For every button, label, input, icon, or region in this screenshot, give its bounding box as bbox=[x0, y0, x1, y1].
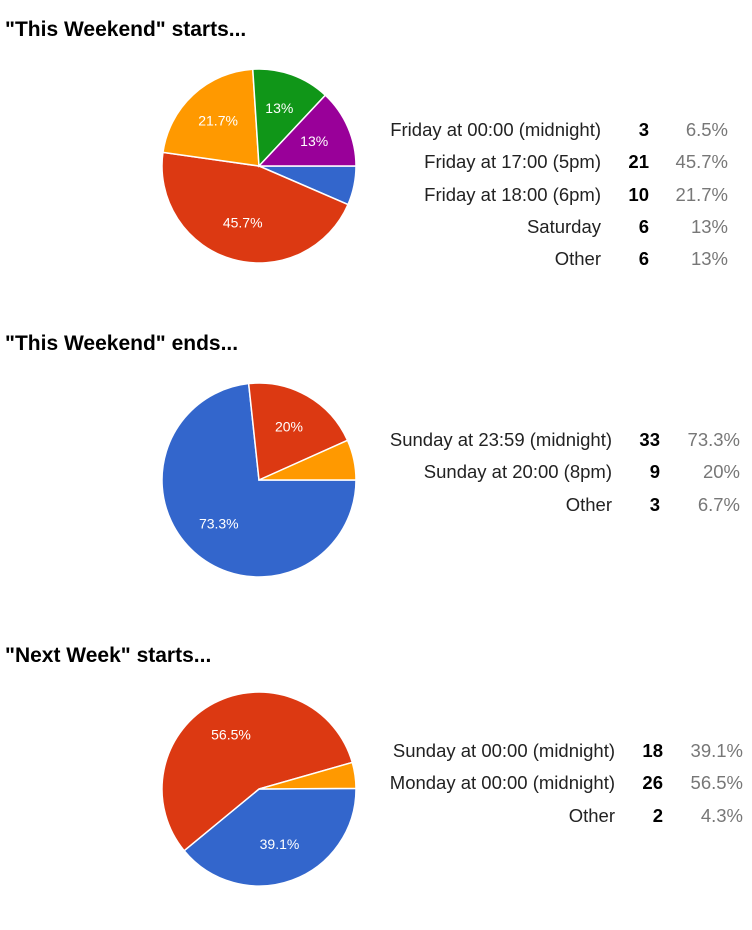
chart-section-weekend-ends: "This Weekend" ends... 73.3% 20% Sunday a… bbox=[0, 332, 752, 632]
pie-slice bbox=[183, 787, 357, 887]
legend-label: Friday at 18:00 (6pm) bbox=[424, 183, 601, 205]
legend-percent: 21.7% bbox=[675, 183, 728, 205]
pie-slice bbox=[247, 382, 349, 482]
legend-row: Monday at 00:00 (midnight) 26 56.5% bbox=[0, 767, 752, 799]
pie-slice bbox=[161, 691, 354, 852]
legend-percent: 6.5% bbox=[685, 119, 728, 140]
slice-percent-label: 45.7% bbox=[223, 215, 263, 231]
legend-count: 6 bbox=[638, 215, 649, 237]
legend-count: 9 bbox=[649, 461, 660, 483]
legend-row: Other 2 4.3% bbox=[0, 800, 752, 832]
legend-label: Other bbox=[568, 804, 615, 826]
legend-count: 3 bbox=[638, 119, 649, 140]
slice-percent-label: 21.7% bbox=[198, 113, 238, 129]
legend-percent: 4.3% bbox=[700, 804, 743, 826]
legend-percent: 39.1% bbox=[690, 740, 743, 761]
chart-section-next-week-starts: "Next Week" starts... 39.1% 56.5% Sunday … bbox=[0, 644, 752, 930]
legend-count: 10 bbox=[628, 183, 649, 205]
legend-label: Friday at 17:00 (5pm) bbox=[424, 151, 601, 173]
legend-label: Other bbox=[554, 248, 601, 270]
legend-row: Sunday at 23:59 (midnight) 33 73.3% bbox=[0, 424, 752, 456]
pie-slice bbox=[251, 68, 327, 168]
legend-count: 3 bbox=[649, 493, 660, 515]
legend-row: Sunday at 00:00 (midnight) 18 39.1% bbox=[0, 735, 752, 767]
legend-count: 21 bbox=[628, 151, 649, 173]
legend-percent: 13% bbox=[690, 215, 728, 237]
legend-label: Friday at 00:00 (midnight) bbox=[390, 119, 601, 140]
legend-percent: 73.3% bbox=[687, 429, 740, 450]
legend-percent: 13% bbox=[690, 248, 728, 270]
legend-label: Sunday at 20:00 (8pm) bbox=[423, 461, 612, 483]
legend-row: Friday at 00:00 (midnight) 3 6.5% bbox=[0, 114, 752, 146]
pie-chart: 73.3% 20% bbox=[161, 382, 357, 578]
legend-percent: 6.7% bbox=[697, 493, 740, 515]
legend-label: Sunday at 23:59 (midnight) bbox=[389, 429, 612, 450]
pie-slice bbox=[258, 439, 357, 481]
chart-title: "This Weekend" starts... bbox=[5, 18, 247, 41]
legend-count: 2 bbox=[652, 804, 663, 826]
legend-percent: 20% bbox=[702, 461, 740, 483]
legend-row: Saturday 6 13% bbox=[0, 211, 752, 243]
legend-label: Sunday at 00:00 (midnight) bbox=[392, 740, 615, 761]
legend-row: Other 6 13% bbox=[0, 243, 752, 275]
chart-title: "Next Week" starts... bbox=[5, 644, 212, 667]
slice-percent-label: 39.1% bbox=[260, 836, 300, 852]
pie-slice bbox=[162, 68, 260, 167]
legend-label: Monday at 00:00 (midnight) bbox=[389, 772, 615, 794]
legend-count: 26 bbox=[642, 772, 663, 794]
slice-percent-label: 73.3% bbox=[199, 515, 239, 531]
legend-count: 18 bbox=[642, 740, 663, 761]
slice-percent-label: 56.5% bbox=[211, 727, 251, 743]
pie-slice bbox=[258, 761, 357, 790]
legend-percent: 45.7% bbox=[675, 151, 728, 173]
legend-label: Saturday bbox=[526, 215, 601, 237]
legend-row: Friday at 18:00 (6pm) 10 21.7% bbox=[0, 179, 752, 211]
legend-row: Friday at 17:00 (5pm) 21 45.7% bbox=[0, 146, 752, 178]
legend-label: Other bbox=[565, 493, 612, 515]
legend-percent: 56.5% bbox=[690, 772, 743, 794]
pie-slice bbox=[257, 94, 357, 167]
pie-slice bbox=[161, 151, 349, 264]
pie-chart: 45.7% 21.7% 13% 13% bbox=[161, 68, 357, 264]
legend-row: Sunday at 20:00 (8pm) 9 20% bbox=[0, 456, 752, 488]
chart-title: "This Weekend" ends... bbox=[5, 332, 239, 355]
legend-count: 6 bbox=[638, 248, 649, 270]
pie-chart: 39.1% 56.5% bbox=[161, 691, 357, 887]
slice-percent-label: 20% bbox=[275, 419, 303, 435]
slice-percent-label: 13% bbox=[265, 100, 293, 116]
slice-percent-label: 13% bbox=[300, 133, 328, 149]
legend-count: 33 bbox=[639, 429, 660, 450]
chart-section-weekend-starts: "This Weekend" starts... 45.7% 21.7% 13% 13… bbox=[0, 18, 752, 318]
legend-row: Other 3 6.7% bbox=[0, 489, 752, 521]
